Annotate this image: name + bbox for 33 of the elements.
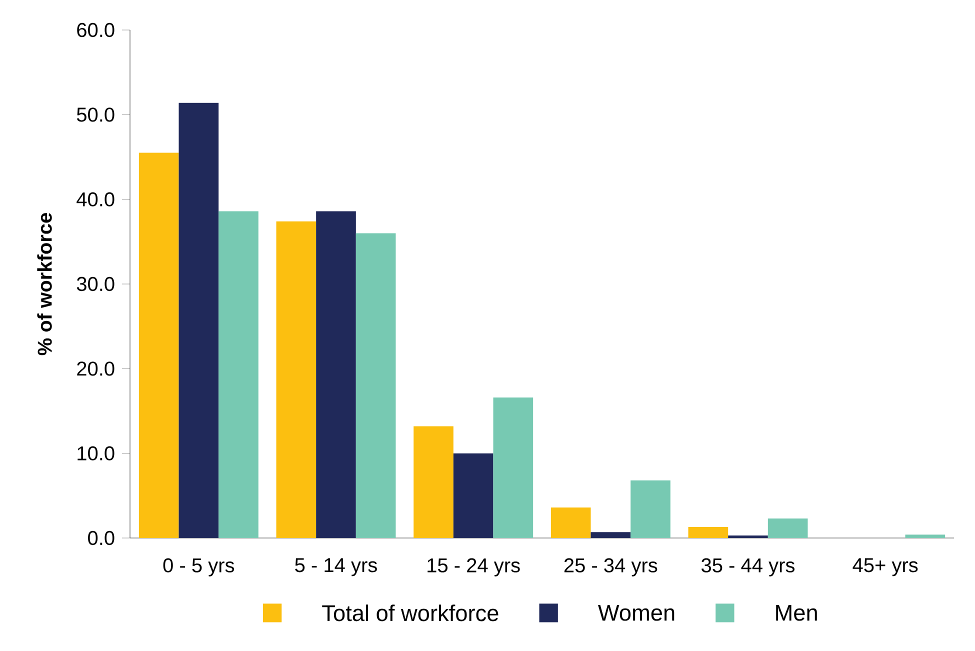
bar xyxy=(590,532,631,538)
bar xyxy=(178,102,219,538)
legend-label: Men xyxy=(776,604,817,621)
bar xyxy=(276,221,316,538)
bar xyxy=(138,152,179,538)
x-tick-label: 0 - 5 yrs xyxy=(163,558,234,576)
bar xyxy=(493,397,534,538)
x-tick-label: 15 - 24 yrs xyxy=(428,558,520,576)
bar xyxy=(630,480,670,538)
bar xyxy=(414,426,454,538)
bar xyxy=(728,535,768,538)
x-tick-label: 35 - 44 yrs xyxy=(702,558,794,576)
bar xyxy=(218,211,258,538)
bar xyxy=(768,518,808,538)
bar xyxy=(688,526,728,538)
bar xyxy=(550,508,591,538)
y-tick-label: 10.0 xyxy=(78,446,114,460)
legend-label: Total of workforce xyxy=(322,604,498,622)
y-tick-label: 0.0 xyxy=(88,530,114,546)
x-tick-label: 5 - 14 yrs xyxy=(295,558,377,576)
y-tick-label: 60.0 xyxy=(77,22,114,38)
legend-label: Women xyxy=(598,604,674,621)
bar xyxy=(356,233,396,538)
x-tick-label: 45+ yrs xyxy=(852,558,918,576)
y-tick-label: 30.0 xyxy=(76,276,114,292)
bar xyxy=(905,534,946,538)
bar xyxy=(453,453,494,538)
y-axis-title: % of workforce xyxy=(37,213,52,356)
y-tick-label: 40.0 xyxy=(76,192,114,206)
bar xyxy=(316,211,356,538)
x-tick-label: 25 - 34 yrs xyxy=(564,558,658,576)
y-tick-label: 50.0 xyxy=(76,108,114,122)
y-tick-label: 20.0 xyxy=(77,362,114,376)
